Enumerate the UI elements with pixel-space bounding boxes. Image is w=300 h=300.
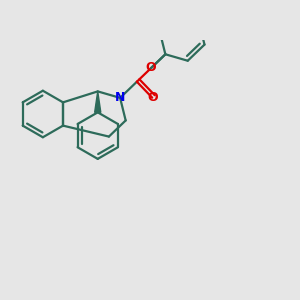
Text: O: O — [147, 91, 158, 104]
Text: O: O — [146, 61, 156, 74]
Text: N: N — [115, 92, 125, 104]
Polygon shape — [95, 92, 101, 112]
